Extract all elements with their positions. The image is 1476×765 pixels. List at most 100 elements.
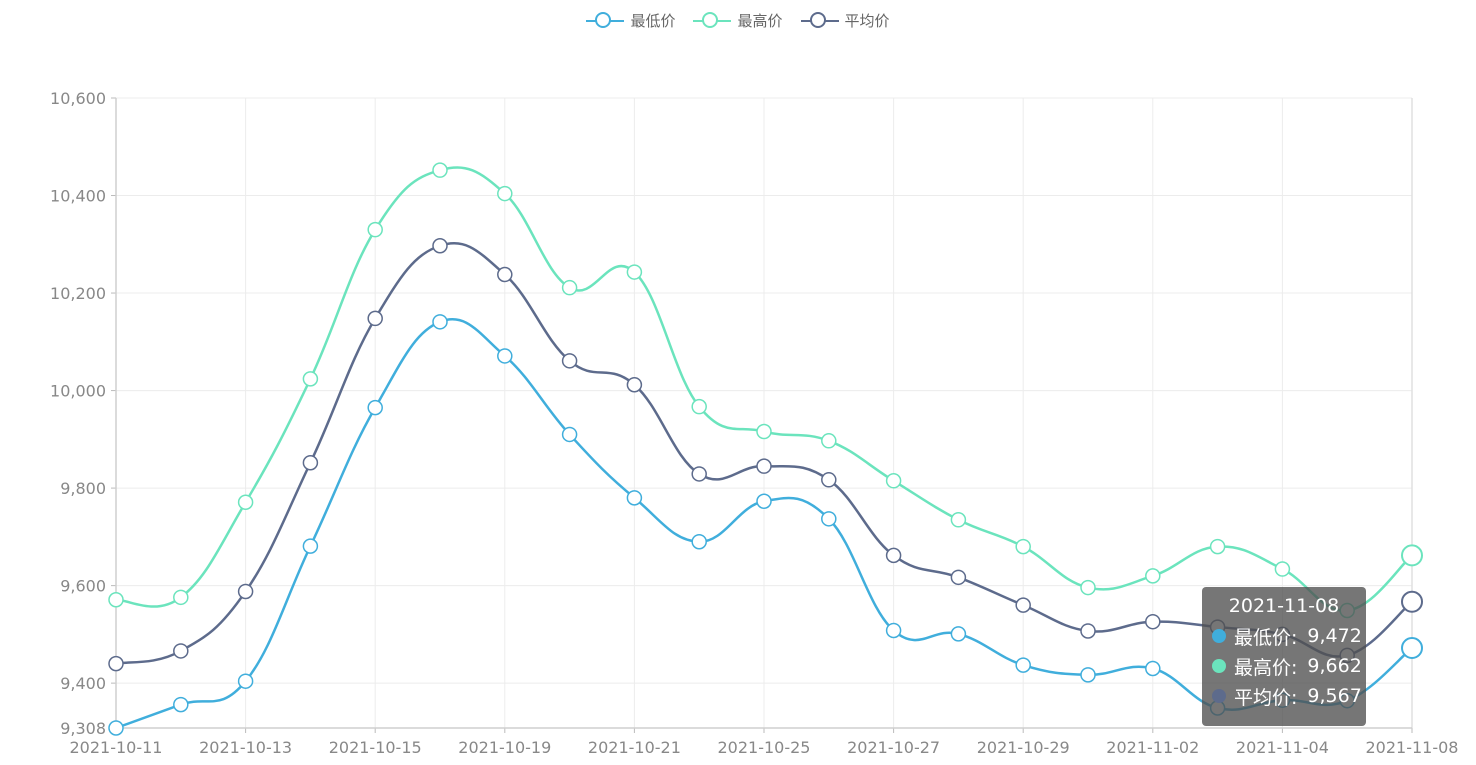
data-point-low bbox=[626, 490, 643, 506]
data-point-avg bbox=[756, 458, 772, 474]
y-tick-label: 10,600 bbox=[50, 89, 106, 108]
data-point-low bbox=[756, 493, 772, 510]
legend-high-label: 最高价 bbox=[737, 12, 783, 30]
tooltip-low-label: 最低价: bbox=[1234, 626, 1298, 649]
x-tick-label: 2021-10-13 bbox=[199, 738, 292, 757]
tooltip-high-dot-icon bbox=[1212, 659, 1226, 673]
x-tick-label: 2021-10-27 bbox=[847, 738, 940, 757]
data-point-high bbox=[1401, 544, 1423, 567]
tooltip-row-high: 最高价: 9,662 bbox=[1212, 651, 1362, 681]
x-tick-label: 2021-11-08 bbox=[1366, 738, 1459, 757]
x-tick-label: 2021-10-19 bbox=[458, 738, 551, 757]
data-point-avg bbox=[302, 454, 319, 471]
data-point-high bbox=[302, 371, 319, 387]
legend-item-high[interactable]: 最高价 bbox=[693, 10, 783, 31]
tooltip-row-low: 最低价: 9,472 bbox=[1212, 621, 1362, 651]
data-point-avg bbox=[173, 643, 189, 659]
data-point-avg bbox=[1080, 623, 1096, 639]
legend-low-icon bbox=[586, 11, 625, 31]
data-point-avg bbox=[108, 655, 124, 672]
data-point-avg bbox=[497, 266, 513, 283]
data-point-high bbox=[626, 264, 643, 280]
data-point-low bbox=[237, 673, 254, 689]
data-point-avg bbox=[367, 310, 383, 327]
data-point-low bbox=[497, 348, 513, 364]
data-point-avg bbox=[626, 376, 643, 393]
data-point-avg bbox=[432, 237, 448, 254]
data-point-low bbox=[950, 626, 967, 642]
data-point-high bbox=[1080, 579, 1096, 596]
tooltip-low-value: 9,472 bbox=[1307, 625, 1362, 647]
data-point-low bbox=[1015, 657, 1031, 673]
data-point-high bbox=[756, 423, 772, 440]
y-tick-label: 10,000 bbox=[50, 382, 106, 401]
data-point-avg bbox=[950, 569, 967, 586]
legend-high-icon bbox=[693, 11, 732, 31]
x-tick-label: 2021-10-15 bbox=[329, 738, 422, 757]
data-point-low bbox=[1145, 660, 1161, 677]
data-point-high bbox=[497, 185, 513, 202]
legend-item-avg[interactable]: 平均价 bbox=[800, 10, 890, 31]
data-point-high bbox=[821, 433, 837, 449]
data-point-low bbox=[432, 314, 448, 330]
legend-avg-icon bbox=[800, 11, 839, 31]
tooltip-avg-value: 9,567 bbox=[1307, 685, 1362, 707]
data-point-high bbox=[691, 398, 707, 415]
y-tick-label: 9,400 bbox=[60, 674, 106, 693]
data-point-low bbox=[1401, 637, 1423, 660]
data-point-avg bbox=[561, 353, 578, 369]
data-point-low bbox=[302, 538, 319, 554]
series-line-low bbox=[115, 317, 1413, 730]
data-point-low bbox=[691, 533, 707, 550]
data-point-low bbox=[885, 622, 902, 639]
y-tick-label: 10,200 bbox=[50, 284, 106, 303]
data-point-high bbox=[1015, 538, 1031, 555]
x-tick-label: 2021-10-25 bbox=[718, 738, 811, 757]
data-point-avg bbox=[885, 547, 902, 564]
series-line-high bbox=[115, 166, 1413, 612]
tooltip-avg-label: 平均价: bbox=[1234, 686, 1298, 709]
data-point-high bbox=[173, 589, 189, 606]
data-point-high bbox=[1209, 538, 1226, 555]
legend-avg-label: 平均价 bbox=[844, 12, 890, 30]
tooltip-high-label: 最高价: bbox=[1234, 656, 1298, 679]
data-point-low bbox=[561, 426, 578, 443]
chart-legend: 最低价 最高价 平均价 bbox=[0, 10, 1476, 31]
data-point-high bbox=[1145, 568, 1161, 584]
data-point-avg bbox=[691, 466, 707, 482]
tooltip-row-avg: 平均价: 9,567 bbox=[1212, 681, 1362, 711]
data-point-low bbox=[1080, 667, 1096, 683]
data-point-avg bbox=[1015, 597, 1031, 613]
x-tick-label: 2021-10-21 bbox=[588, 738, 681, 757]
x-tick-label: 2021-11-04 bbox=[1236, 738, 1329, 757]
y-tick-label: 9,800 bbox=[60, 479, 106, 498]
data-point-high bbox=[950, 512, 967, 528]
y-tick-label: 10,400 bbox=[50, 187, 106, 206]
chart-tooltip: 2021-11-08 最低价: 9,472 最高价: 9,662 平均价: 9,… bbox=[1202, 587, 1366, 726]
x-tick-label: 2021-10-11 bbox=[70, 738, 163, 757]
data-point-high bbox=[367, 221, 383, 238]
legend-item-low[interactable]: 最低价 bbox=[586, 10, 675, 31]
data-point-avg bbox=[1145, 613, 1161, 630]
data-point-high bbox=[561, 279, 578, 296]
data-point-high bbox=[885, 473, 902, 489]
x-tick-label: 2021-10-29 bbox=[977, 738, 1070, 757]
data-point-high bbox=[1274, 561, 1291, 577]
data-point-avg bbox=[821, 472, 837, 488]
data-point-high bbox=[108, 592, 124, 608]
data-point-high bbox=[432, 162, 448, 178]
legend-low-label: 最低价 bbox=[630, 12, 676, 30]
tooltip-avg-dot-icon bbox=[1212, 689, 1226, 703]
data-point-avg bbox=[1401, 590, 1423, 613]
x-tick-label: 2021-11-02 bbox=[1106, 738, 1199, 757]
data-point-low bbox=[108, 720, 124, 736]
tooltip-title: 2021-11-08 bbox=[1228, 595, 1340, 617]
data-point-avg bbox=[237, 583, 254, 600]
data-point-low bbox=[367, 399, 383, 416]
series-line-avg bbox=[115, 241, 1413, 665]
data-point-high bbox=[237, 494, 254, 510]
tooltip-high-value: 9,662 bbox=[1307, 655, 1362, 677]
y-tick-label: 9,600 bbox=[60, 577, 106, 596]
tooltip-low-dot-icon bbox=[1212, 629, 1226, 643]
data-point-low bbox=[821, 511, 837, 527]
